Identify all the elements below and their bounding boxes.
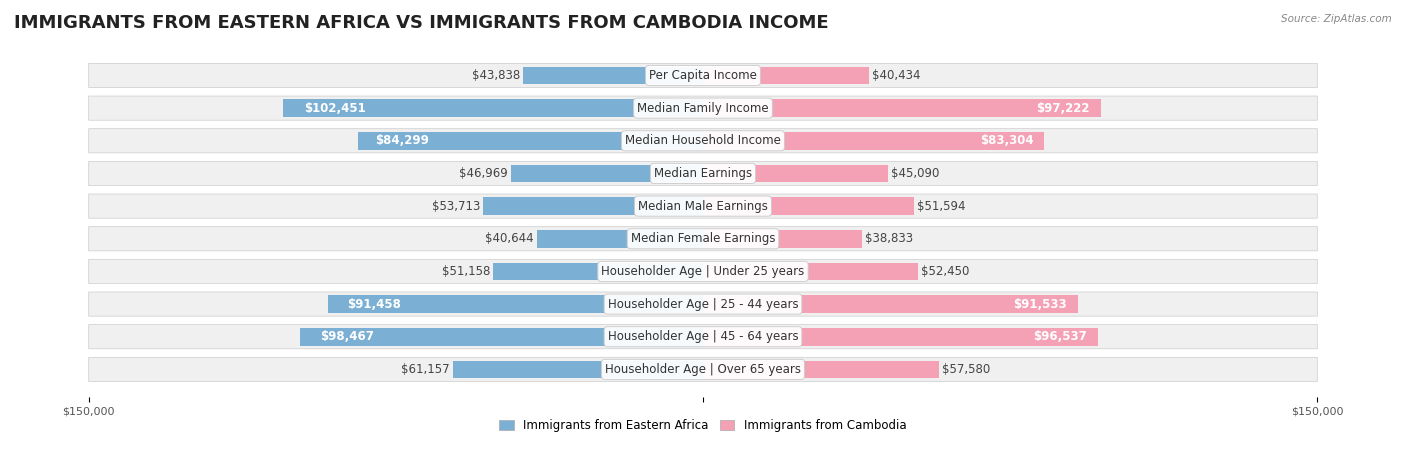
FancyBboxPatch shape	[357, 132, 703, 149]
Text: $57,580: $57,580	[942, 363, 990, 376]
Text: Median Male Earnings: Median Male Earnings	[638, 199, 768, 212]
Legend: Immigrants from Eastern Africa, Immigrants from Cambodia: Immigrants from Eastern Africa, Immigran…	[495, 414, 911, 437]
Text: $96,537: $96,537	[1033, 330, 1087, 343]
FancyBboxPatch shape	[703, 230, 862, 248]
Text: $53,713: $53,713	[432, 199, 479, 212]
Text: $61,157: $61,157	[401, 363, 450, 376]
Text: Median Household Income: Median Household Income	[626, 134, 780, 147]
FancyBboxPatch shape	[703, 132, 1045, 149]
Text: $51,594: $51,594	[917, 199, 966, 212]
Text: $91,533: $91,533	[1012, 297, 1067, 311]
FancyBboxPatch shape	[703, 197, 914, 215]
Text: Source: ZipAtlas.com: Source: ZipAtlas.com	[1281, 14, 1392, 24]
Text: Median Female Earnings: Median Female Earnings	[631, 232, 775, 245]
Text: $51,158: $51,158	[441, 265, 491, 278]
FancyBboxPatch shape	[703, 67, 869, 84]
Text: $83,304: $83,304	[980, 134, 1033, 147]
FancyBboxPatch shape	[89, 325, 1317, 349]
FancyBboxPatch shape	[510, 164, 703, 182]
Text: Per Capita Income: Per Capita Income	[650, 69, 756, 82]
FancyBboxPatch shape	[89, 161, 1317, 185]
FancyBboxPatch shape	[89, 129, 1317, 153]
FancyBboxPatch shape	[703, 99, 1101, 117]
Text: Median Family Income: Median Family Income	[637, 102, 769, 114]
Text: $52,450: $52,450	[921, 265, 969, 278]
FancyBboxPatch shape	[299, 328, 703, 346]
FancyBboxPatch shape	[89, 357, 1317, 382]
FancyBboxPatch shape	[703, 361, 939, 378]
Text: Householder Age | 25 - 44 years: Householder Age | 25 - 44 years	[607, 297, 799, 311]
FancyBboxPatch shape	[89, 226, 1317, 251]
FancyBboxPatch shape	[89, 292, 1317, 316]
FancyBboxPatch shape	[89, 64, 1317, 87]
Text: $98,467: $98,467	[321, 330, 374, 343]
FancyBboxPatch shape	[89, 194, 1317, 218]
Text: $46,969: $46,969	[458, 167, 508, 180]
FancyBboxPatch shape	[703, 262, 918, 280]
Text: $40,644: $40,644	[485, 232, 533, 245]
Text: $45,090: $45,090	[891, 167, 939, 180]
Text: $40,434: $40,434	[872, 69, 920, 82]
Text: IMMIGRANTS FROM EASTERN AFRICA VS IMMIGRANTS FROM CAMBODIA INCOME: IMMIGRANTS FROM EASTERN AFRICA VS IMMIGR…	[14, 14, 828, 32]
FancyBboxPatch shape	[703, 295, 1078, 313]
FancyBboxPatch shape	[537, 230, 703, 248]
Text: Householder Age | Under 25 years: Householder Age | Under 25 years	[602, 265, 804, 278]
FancyBboxPatch shape	[703, 164, 887, 182]
FancyBboxPatch shape	[703, 328, 1098, 346]
Text: $84,299: $84,299	[375, 134, 429, 147]
Text: $102,451: $102,451	[305, 102, 366, 114]
FancyBboxPatch shape	[523, 67, 703, 84]
Text: Householder Age | 45 - 64 years: Householder Age | 45 - 64 years	[607, 330, 799, 343]
Text: $38,833: $38,833	[865, 232, 914, 245]
FancyBboxPatch shape	[484, 197, 703, 215]
Text: $97,222: $97,222	[1036, 102, 1090, 114]
FancyBboxPatch shape	[494, 262, 703, 280]
FancyBboxPatch shape	[89, 259, 1317, 283]
Text: Median Earnings: Median Earnings	[654, 167, 752, 180]
FancyBboxPatch shape	[453, 361, 703, 378]
Text: Householder Age | Over 65 years: Householder Age | Over 65 years	[605, 363, 801, 376]
Text: $43,838: $43,838	[472, 69, 520, 82]
FancyBboxPatch shape	[89, 96, 1317, 120]
Text: $91,458: $91,458	[347, 297, 401, 311]
FancyBboxPatch shape	[329, 295, 703, 313]
FancyBboxPatch shape	[284, 99, 703, 117]
